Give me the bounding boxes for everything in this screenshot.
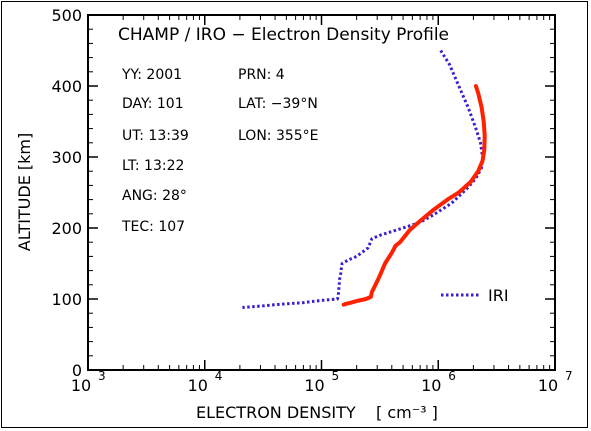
legend-label-iri: IRI bbox=[488, 286, 509, 305]
info-right: PRN: 4 LAT: −39°N LON: 355°E bbox=[238, 67, 319, 144]
info-left-line: LT: 13:22 bbox=[122, 158, 184, 174]
series-line-iri bbox=[242, 49, 485, 309]
info-left-line: UT: 13:39 bbox=[122, 128, 189, 144]
info-left: YY: 2001 DAY: 101 UT: 13:39 LT: 13:22 ANG: 2… bbox=[121, 67, 189, 235]
x-axis-unit: [ cm⁻³ ] bbox=[376, 403, 438, 422]
info-right-line: LON: 355°E bbox=[238, 128, 319, 144]
info-left-line: TEC: 107 bbox=[121, 219, 185, 235]
y-tick-label: 400 bbox=[51, 77, 82, 96]
chart-title: CHAMP / IRO − Electron Density Profile bbox=[118, 25, 449, 45]
x-tick-label: 10 bbox=[421, 376, 441, 395]
legend: IRI bbox=[441, 286, 509, 305]
y-tick-label: 300 bbox=[51, 148, 82, 167]
x-tick-exponent: 3 bbox=[98, 369, 106, 383]
x-tick-exponent: 6 bbox=[448, 369, 456, 383]
y-tick-label: 0 bbox=[72, 361, 82, 380]
x-tick-exponent: 5 bbox=[332, 369, 340, 383]
y-axis-label: ALTITUDE [km] bbox=[15, 133, 34, 251]
y-tick-label: 100 bbox=[51, 290, 82, 309]
y-tick-label: 500 bbox=[51, 6, 82, 25]
x-tick-label: 10 bbox=[304, 376, 324, 395]
info-left-line: DAY: 101 bbox=[122, 96, 184, 112]
series-line-champ bbox=[341, 84, 487, 307]
axis-ticks: 10 3 10 4 10 5 10 6 10 7 0 100 200 300 400 500 bbox=[51, 6, 572, 395]
x-axis-label: ELECTRON DENSITY bbox=[196, 403, 356, 422]
x-tick-label: 10 bbox=[538, 376, 558, 395]
info-right-line: LAT: −39°N bbox=[238, 96, 318, 112]
x-tick-exponent: 7 bbox=[565, 369, 573, 383]
y-tick-label: 200 bbox=[51, 219, 82, 238]
info-left-line: ANG: 28° bbox=[122, 188, 187, 204]
info-right-line: PRN: 4 bbox=[238, 67, 285, 83]
x-tick-exponent: 4 bbox=[215, 369, 223, 383]
x-tick-label: 10 bbox=[71, 376, 91, 395]
info-left-line: YY: 2001 bbox=[121, 67, 182, 83]
series-layer bbox=[242, 49, 487, 309]
x-tick-label: 10 bbox=[188, 376, 208, 395]
